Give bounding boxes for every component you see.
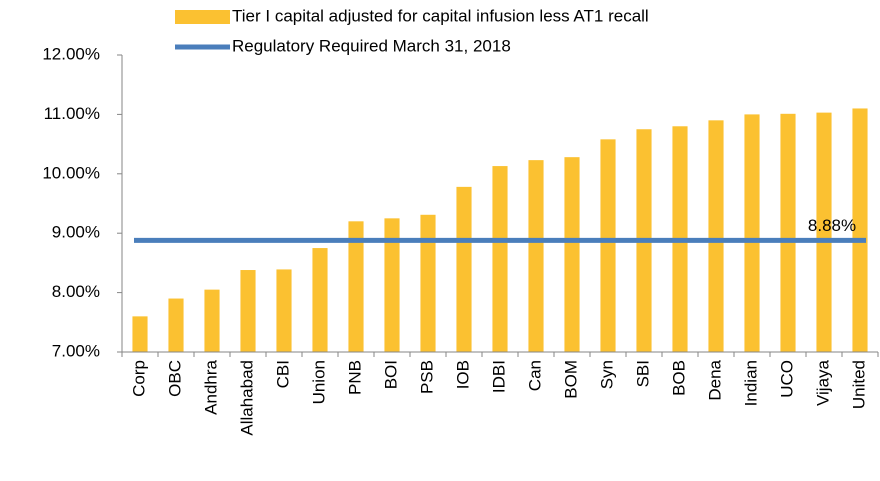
bar: [780, 113, 796, 352]
bar: [384, 218, 400, 352]
bar: [816, 112, 832, 352]
bar: [564, 157, 580, 352]
x-tick-label: BOI: [381, 360, 400, 389]
y-tick-label: 9.00%: [52, 223, 100, 242]
x-tick-label: PSB: [417, 360, 436, 394]
legend-label: Regulatory Required March 31, 2018: [232, 36, 511, 55]
y-tick-label: 8.00%: [52, 282, 100, 301]
x-tick-label: Allahabad: [237, 360, 256, 436]
x-tick-label: CBI: [273, 360, 292, 388]
x-tick-label: BOB: [669, 360, 688, 396]
x-tick-label: UCO: [777, 360, 796, 398]
bar: [204, 289, 220, 352]
y-tick-label: 7.00%: [52, 341, 100, 360]
x-tick-label: Indian: [741, 360, 760, 406]
bar: [168, 298, 184, 352]
data-label: 8.88%: [808, 216, 856, 235]
x-tick-label: Andhra: [201, 359, 220, 414]
x-tick-label: SBI: [633, 360, 652, 387]
x-tick-label: IDBI: [489, 360, 508, 393]
x-tick-label: Corp: [129, 360, 148, 397]
y-tick-label: 11.00%: [44, 104, 100, 123]
y-tick-label: 10.00%: [42, 163, 100, 182]
bar: [420, 214, 436, 352]
x-tick-label: IOB: [453, 360, 472, 389]
bar: [276, 269, 292, 352]
bar: [528, 160, 544, 352]
bar: [348, 221, 364, 352]
bar: [852, 108, 868, 353]
x-tick-label: OBC: [165, 360, 184, 397]
bar: [708, 120, 724, 352]
bar: [600, 139, 616, 352]
bar: [744, 114, 760, 353]
bar: [240, 270, 256, 352]
bar: [132, 316, 148, 352]
x-tick-label: Vijaya: [813, 359, 832, 406]
x-tick-label: BOM: [561, 360, 580, 399]
legend-swatch: [175, 44, 230, 50]
x-tick-label: United: [849, 360, 868, 409]
x-tick-label: Dena: [705, 359, 724, 400]
x-tick-label: Can: [525, 360, 544, 391]
bar: [456, 186, 472, 352]
legend-swatch: [175, 10, 230, 24]
legend-label: Tier I capital adjusted for capital infu…: [232, 6, 649, 25]
x-tick-label: Union: [309, 360, 328, 404]
y-tick-label: 12.00%: [42, 44, 100, 63]
bar: [312, 248, 328, 352]
x-tick-label: PNB: [345, 360, 364, 395]
bar: [492, 166, 508, 352]
x-tick-label: Syn: [597, 360, 616, 389]
